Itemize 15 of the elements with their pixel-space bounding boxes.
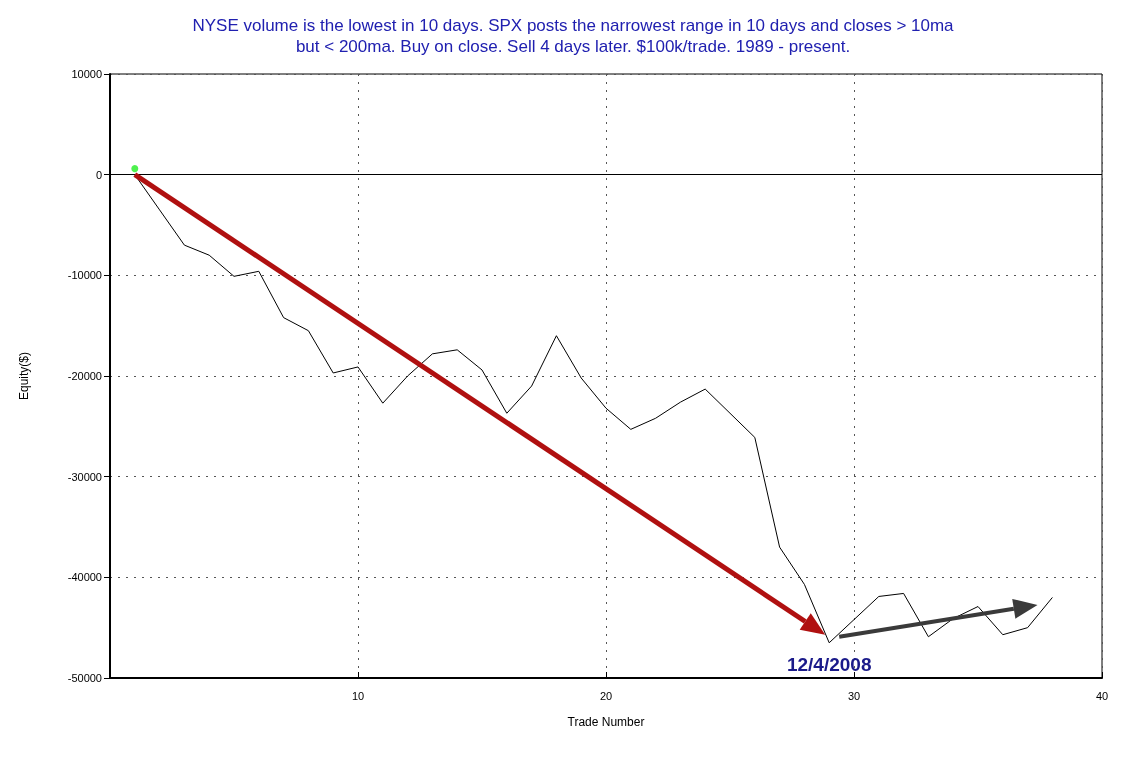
y-tick-label: -20000 [67,370,102,382]
chart-title: NYSE volume is the lowest in 10 days. SPX posts the narrowest range in 10 days and closes > 10ma but < 200ma. Buy on close. Sell 4 days later. $100k/trade. 1989 - present. [192,16,955,56]
x-tick-label: 40 [1095,689,1109,702]
y-axis-title: Equity($) [17,351,31,401]
y-tick-label: -10000 [67,269,102,282]
annotation: 12/4/2008 [786,653,872,675]
y-tick-label: -30000 [67,470,102,483]
x-tick-label: 10 [351,689,365,702]
x-tick-label: 20 [599,689,613,702]
x-tick-label: 30 [847,689,861,702]
y-tick-label: -40000 [67,571,102,584]
y-tick-label: 10000 [71,68,102,80]
x-axis-title: Trade Number [567,715,645,729]
y-tick-label: -50000 [67,672,102,684]
y-tick-label: 0 [95,168,102,181]
